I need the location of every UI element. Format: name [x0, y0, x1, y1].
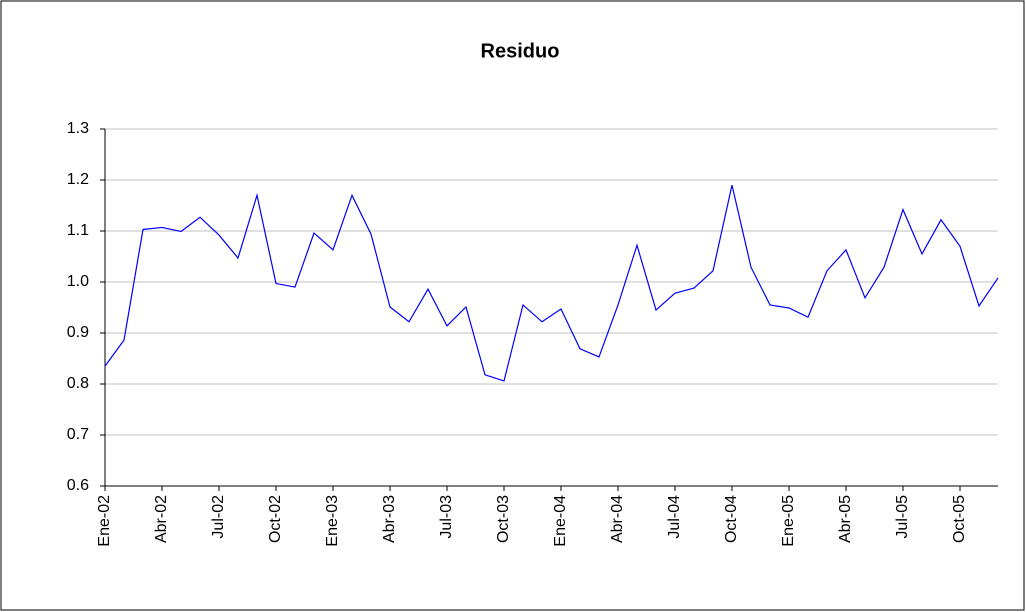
y-tick-label: 1.0 [67, 273, 89, 290]
x-tick-label: Jul-04 [666, 495, 683, 539]
x-tick-label: Abr-05 [837, 495, 854, 543]
x-tick-label: Ene-05 [780, 495, 797, 547]
x-tick-label: Jul-02 [210, 495, 227, 539]
x-tick-label: Ene-04 [552, 495, 569, 547]
y-tick-label: 1.1 [67, 222, 89, 239]
x-tick-label: Abr-04 [609, 495, 626, 543]
x-tick-label: Oct-05 [951, 495, 968, 543]
x-tick-label: Jul-03 [438, 495, 455, 539]
x-tick-label: Oct-02 [267, 495, 284, 543]
y-tick-label: 0.9 [67, 324, 89, 341]
x-tick-label: Abr-02 [153, 495, 170, 543]
x-tick-label: Oct-04 [723, 495, 740, 543]
data-line [104, 184, 999, 382]
y-tick-label: 0.8 [67, 375, 89, 392]
y-tick-label: 0.6 [67, 477, 89, 494]
x-tick-label: Oct-03 [495, 495, 512, 543]
x-tick-label: Jul-05 [894, 495, 911, 539]
y-tick-label: 0.7 [67, 426, 89, 443]
y-tick-label: 1.3 [67, 120, 89, 137]
y-tick-label: 1.2 [67, 171, 89, 188]
x-tick-label: Abr-03 [381, 495, 398, 543]
x-tick-label: Ene-02 [96, 495, 113, 547]
chart-title: Residuo [481, 40, 560, 62]
x-tick-label: Ene-03 [324, 495, 341, 547]
